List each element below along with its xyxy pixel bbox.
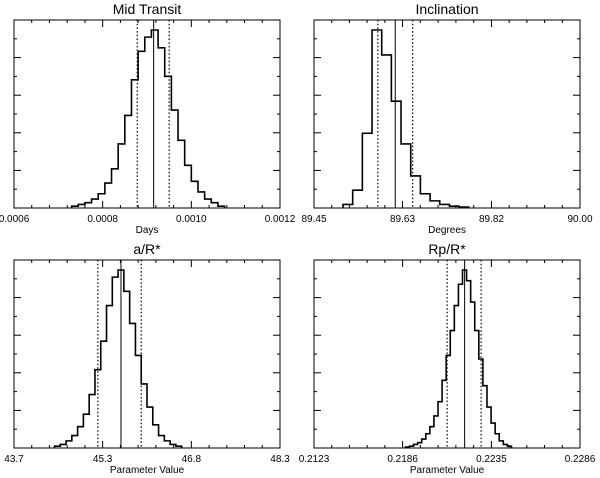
x-tick-label: 0.2186 (387, 454, 418, 465)
x-tick-label: 0.0008 (87, 214, 118, 225)
x-tick-label: 89.45 (301, 214, 326, 225)
histogram-outline (53, 269, 183, 448)
x-tick-label: 0.0012 (265, 214, 296, 225)
plot-frame (313, 19, 581, 209)
panel-rp-over-rstar: Rp/R* 0.2123 0.2186 0.2235 0.2286 Parame… (299, 241, 596, 476)
x-tick-label: 0.0006 (0, 214, 30, 225)
histogram-outline (342, 29, 470, 208)
ticks (313, 260, 581, 448)
histogram-outline (70, 29, 226, 208)
x-tick-label: 48.3 (270, 454, 290, 465)
panel-title: a/R* (133, 241, 161, 257)
x-axis-label: Parameter Value (110, 465, 185, 476)
x-tick-label: 89.82 (479, 214, 504, 225)
x-axis-label: Degrees (428, 225, 466, 236)
marks (53, 260, 183, 448)
marks (404, 260, 513, 448)
x-tick-label: 46.8 (182, 454, 202, 465)
tick-labels: 89.45 89.63 89.82 90.00 (301, 214, 592, 225)
marks (342, 20, 470, 208)
x-tick-label: 90.00 (567, 214, 592, 225)
x-tick-label: 43.7 (4, 454, 24, 465)
plot-frame (13, 19, 281, 209)
ticks (313, 20, 581, 208)
ticks (13, 260, 281, 448)
tick-labels: 0.0006 0.0008 0.0010 0.0012 (0, 214, 296, 225)
x-tick-label: 0.2235 (476, 454, 507, 465)
marks (70, 20, 226, 208)
panel-mid-transit: Mid Transit 0.0006 0.0008 0.0010 0.0012 … (0, 1, 296, 236)
x-axis-label: Days (136, 225, 159, 236)
x-tick-label: 0.0010 (176, 214, 207, 225)
x-axis-label: Parameter Value (410, 465, 485, 476)
ticks (13, 20, 281, 208)
histogram-outline (404, 269, 513, 448)
x-tick-label: 0.2286 (565, 454, 596, 465)
panel-title: Rp/R* (428, 241, 466, 257)
panel-inclination: Inclination 89.45 89.63 89.82 90.00 Degr… (301, 1, 592, 236)
panel-title: Inclination (415, 1, 478, 17)
x-tick-label: 0.2123 (299, 454, 330, 465)
panel-a-over-rstar: a/R* 43.7 45.3 46.8 48.3 Parameter Value (4, 241, 290, 476)
x-tick-label: 45.3 (93, 454, 113, 465)
tick-labels: 43.7 45.3 46.8 48.3 (4, 454, 290, 465)
panel-title: Mid Transit (113, 1, 182, 17)
x-tick-label: 89.63 (390, 214, 415, 225)
tick-labels: 0.2123 0.2186 0.2235 0.2286 (299, 454, 596, 465)
plot-frame (13, 259, 281, 449)
